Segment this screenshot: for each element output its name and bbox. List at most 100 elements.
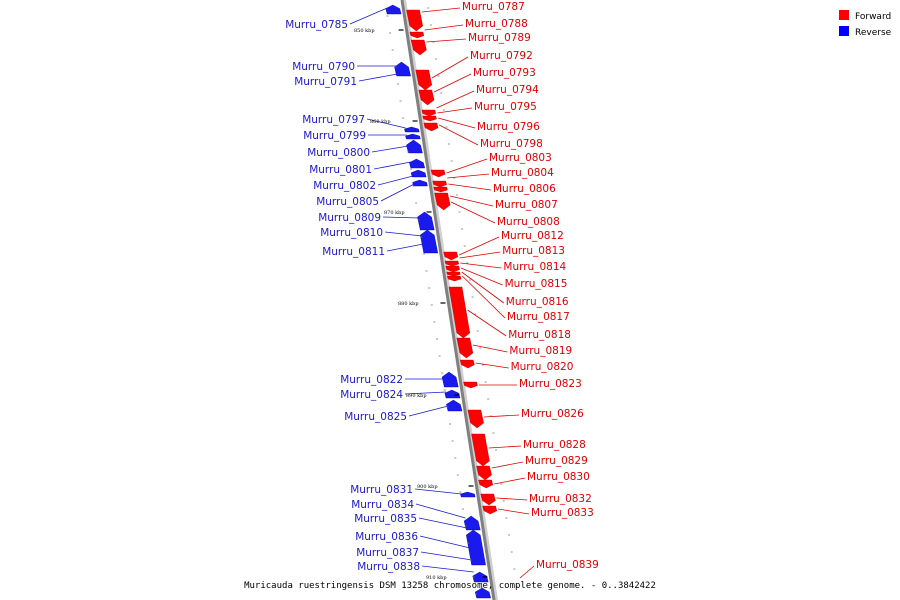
reverse-label-line: [377, 175, 414, 186]
forward-gene-glyph: [447, 275, 462, 282]
reverse-label-line: [415, 503, 466, 519]
forward-gene-glyph: [471, 433, 490, 467]
reverse-gene-glyph: [474, 587, 491, 599]
forward-gene-glyph: [480, 493, 496, 506]
forward-gene-glyph: [467, 409, 484, 429]
forward-gene-label: Murru_0829: [525, 455, 588, 467]
forward-label-line: [433, 73, 472, 93]
reverse-label-line: [384, 231, 423, 237]
reverse-gene-label: Murru_0831: [350, 484, 413, 496]
reverse-label-line: [414, 488, 462, 495]
forward-label-line: [426, 38, 467, 43]
forward-gene-label: Murru_0832: [529, 493, 592, 505]
reverse-gene-glyph: [460, 491, 476, 498]
tick-label: 860 kbp: [370, 119, 391, 125]
forward-label-line: [446, 158, 488, 174]
forward-gene-glyph: [443, 251, 459, 261]
forward-label-line: [458, 236, 500, 256]
reverse-gene-glyph: [410, 169, 427, 178]
forward-gene-glyph: [444, 260, 460, 267]
forward-gene-label: Murru_0795: [474, 101, 537, 113]
forward-label-line: [436, 90, 475, 109]
forward-gene-label: Murru_0812: [501, 230, 564, 242]
tick-label: 910 kbp: [426, 575, 447, 581]
reverse-gene-glyph: [441, 371, 459, 388]
forward-gene-glyph: [482, 505, 498, 515]
forward-gene-label: Murru_0814: [503, 261, 566, 273]
tick-label: 890 kbp: [406, 393, 427, 399]
reverse-gene-label: Murru_0809: [318, 212, 381, 224]
forward-label-line: [447, 173, 490, 179]
reverse-gene-glyph: [409, 158, 426, 169]
reverse-gene-label: Murru_0800: [307, 147, 370, 159]
legend-forward-label: Forward: [855, 12, 891, 22]
reverse-label-line: [421, 565, 474, 573]
forward-gene-label: Murru_0813: [502, 245, 565, 257]
reverse-label-line: [386, 243, 424, 252]
forward-gene-glyph: [456, 337, 474, 359]
tick-label: 870 kbp: [384, 210, 405, 216]
reverse-label-line: [373, 161, 411, 170]
backbone-shadow: [402, 0, 498, 600]
reverse-gene-glyph: [385, 4, 402, 15]
forward-gene-glyph: [418, 89, 435, 106]
reverse-gene-label: Murru_0837: [356, 547, 419, 559]
forward-gene-glyph: [463, 381, 478, 389]
reverse-label-line: [382, 216, 420, 219]
forward-gene-label: Murru_0839: [536, 559, 599, 571]
reverse-gene-glyph: [405, 133, 421, 140]
forward-gene-glyph: [422, 115, 437, 122]
forward-gene-label: Murru_0816: [506, 296, 569, 308]
forward-label-line: [494, 477, 526, 485]
forward-gene-glyph: [445, 265, 460, 273]
reverse-gene-label: Murru_0810: [320, 227, 383, 239]
reverse-gene-glyph: [404, 126, 420, 133]
reverse-gene-glyph: [417, 211, 435, 231]
reverse-gene-glyph: [420, 229, 439, 254]
forward-gene-label: Murru_0798: [480, 138, 543, 150]
forward-label-line: [497, 508, 530, 515]
forward-label-line: [461, 271, 505, 304]
forward-label-line: [491, 461, 524, 469]
reverse-label-line: [358, 73, 398, 82]
forward-label-line: [459, 251, 501, 259]
label-line-layer: [349, 7, 535, 579]
reverse-gene-glyph: [412, 179, 428, 187]
forward-gene-label: Murru_0818: [508, 329, 571, 341]
reverse-label-line: [404, 391, 447, 395]
forward-gene-glyph: [446, 271, 461, 277]
reverse-gene-label: Murru_0836: [355, 531, 418, 543]
legend-reverse-swatch: [839, 26, 849, 36]
reverse-gene-label: Murru_0825: [344, 411, 407, 423]
forward-label-line: [460, 267, 503, 286]
reverse-gene-label: Murru_0785: [285, 19, 348, 31]
forward-gene-label: Murru_0807: [495, 199, 558, 211]
forward-gene-glyph: [434, 192, 451, 211]
tick-label: 900 kbp: [417, 484, 438, 490]
forward-label-line: [421, 7, 461, 13]
forward-label-line: [449, 195, 494, 207]
forward-gene-label: Murru_0792: [470, 50, 533, 62]
tick-label: 880 kbp: [398, 301, 419, 307]
forward-gene-label: Murru_0806: [493, 183, 556, 195]
forward-label-line: [467, 309, 507, 337]
reverse-label-line: [371, 145, 409, 153]
reverse-gene-label: Murru_0834: [351, 499, 414, 511]
forward-gene-label: Murru_0808: [497, 216, 560, 228]
forward-label-line: [483, 414, 520, 418]
forward-gene-label: Murru_0830: [527, 471, 590, 483]
forward-gene-glyph: [423, 122, 439, 132]
reverse-label-line: [420, 551, 472, 561]
reverse-gene-glyph: [472, 571, 489, 583]
forward-label-line: [488, 445, 522, 449]
forward-gene-glyph: [409, 31, 425, 39]
forward-gene-glyph: [415, 69, 433, 91]
forward-gene-label: Murru_0833: [531, 507, 594, 519]
forward-label-line: [496, 497, 528, 501]
forward-label-line: [472, 344, 508, 353]
reverse-gene-label: Murru_0802: [313, 180, 376, 192]
forward-gene-label: Murru_0796: [477, 121, 540, 133]
forward-gene-label: Murru_0815: [505, 278, 568, 290]
forward-gene-label: Murru_0794: [476, 84, 539, 96]
